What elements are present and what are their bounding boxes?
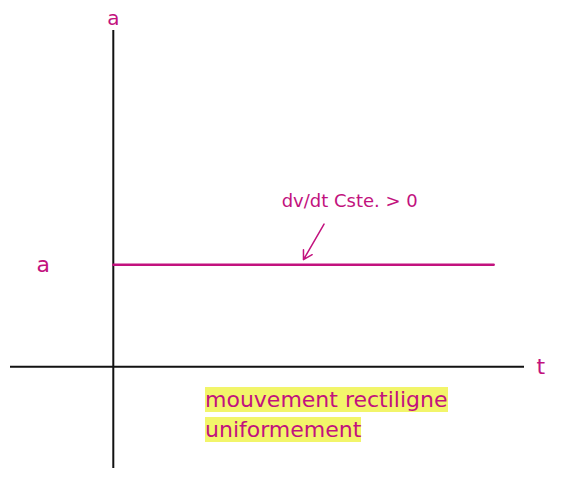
svg-text:a: a: [107, 6, 119, 30]
svg-text:dv/dt Cste. > 0: dv/dt Cste. > 0: [282, 190, 418, 211]
svg-text:a: a: [37, 252, 50, 277]
svg-text:t: t: [537, 354, 546, 379]
html-text:mouvement rectiligne uniformem: mouvement rectiligne uniformement: [205, 387, 448, 442]
